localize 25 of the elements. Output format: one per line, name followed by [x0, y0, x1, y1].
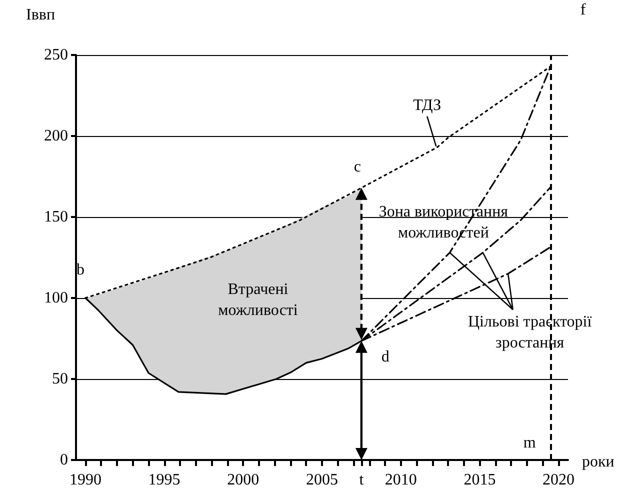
- x-axis-title: роки: [582, 454, 615, 470]
- y-tick-label: 200: [44, 128, 68, 144]
- x-tick-label: 2010: [384, 472, 417, 488]
- annotation: Втрачені можливості: [218, 281, 298, 319]
- text: f: [580, 2, 586, 18]
- annotation: Зона використання можливостей: [378, 204, 509, 242]
- y-tick-label: 250: [44, 46, 68, 64]
- y-tick-label: 50: [52, 370, 68, 388]
- x-tick-label: 2015: [464, 472, 496, 488]
- annotation: b: [76, 262, 84, 278]
- annotation: Цільові траєкторії зростання: [468, 314, 592, 352]
- annotation: ТДЗ: [413, 96, 442, 114]
- annotation: c: [354, 158, 361, 176]
- x-tick-label: 2000: [227, 472, 260, 488]
- x-tick-label: t: [359, 472, 364, 488]
- y-tick-label: 0: [60, 452, 68, 468]
- x-tick-label: 1995: [148, 472, 180, 488]
- x-tick-label: 1990: [69, 472, 102, 488]
- y-tick-label: 100: [44, 290, 68, 306]
- y-axis-title: Іввп: [26, 6, 56, 24]
- annotation: m: [523, 434, 536, 452]
- x-tick-label: 2005: [306, 472, 338, 488]
- annotation: d: [381, 348, 390, 366]
- x-tick-label: 2020: [542, 472, 575, 488]
- y-tick-label: 150: [44, 208, 68, 226]
